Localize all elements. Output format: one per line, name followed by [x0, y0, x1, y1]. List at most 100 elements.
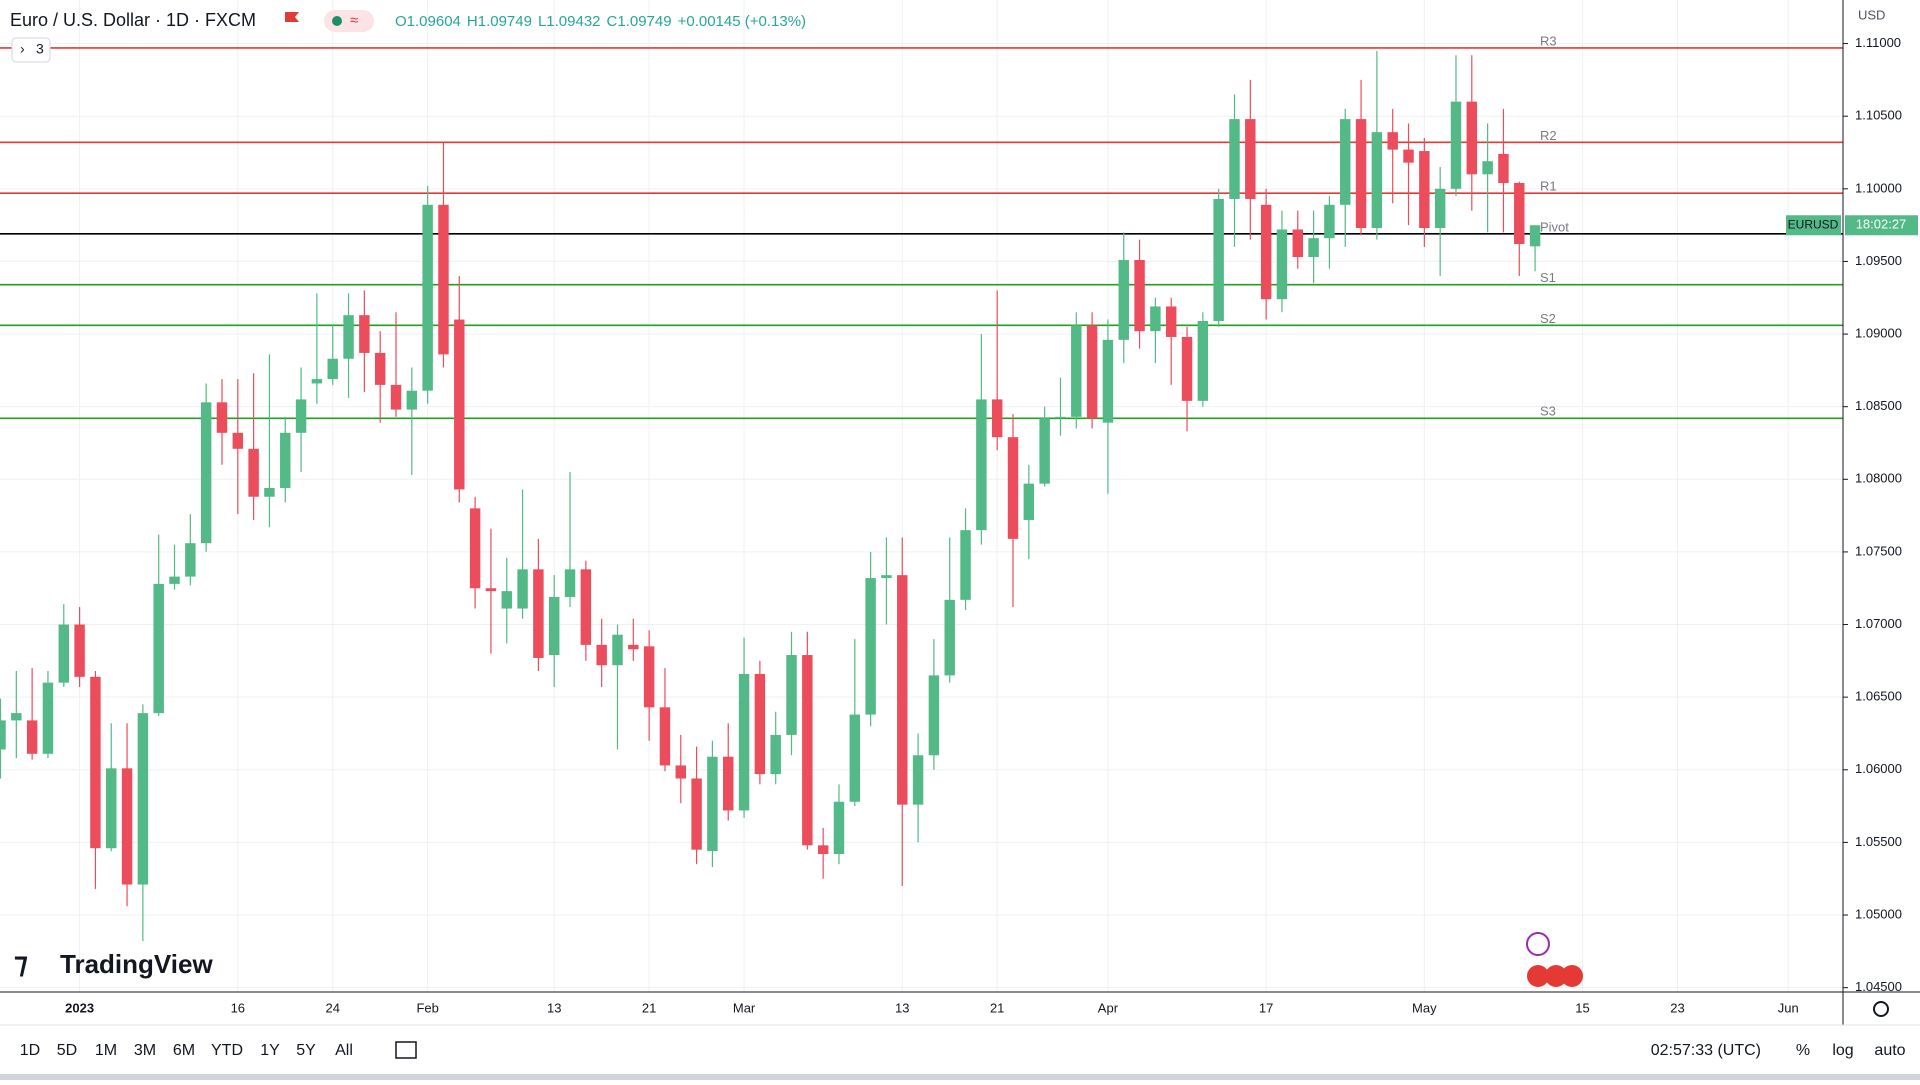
scale-option[interactable]: auto	[1874, 1042, 1905, 1059]
candle-body	[200, 402, 212, 544]
toggle[interactable]	[324, 10, 374, 32]
candle-body	[438, 204, 449, 355]
candle-body	[1450, 101, 1462, 189]
candle-body	[1324, 204, 1335, 239]
scale-option[interactable]: log	[1832, 1042, 1853, 1059]
candle-body	[1102, 339, 1114, 423]
candle-body	[659, 707, 671, 766]
candle-body	[106, 768, 117, 849]
candle-body	[1181, 336, 1193, 401]
candle-body	[1355, 119, 1367, 229]
candle-body	[976, 399, 987, 531]
x-tick-label: 2023	[65, 1000, 94, 1015]
range-button[interactable]: 1M	[95, 1042, 117, 1059]
event-icon[interactable]	[1527, 965, 1549, 987]
candle-body	[596, 644, 607, 666]
bottom-strip	[0, 1074, 1920, 1080]
candle-body	[311, 379, 323, 384]
pivot-label: Pivot	[1540, 219, 1569, 234]
candle-body	[1023, 483, 1035, 520]
candle-body	[1039, 418, 1050, 484]
candle-body	[216, 402, 228, 433]
event-icon[interactable]	[1545, 965, 1567, 987]
range-button[interactable]: YTD	[211, 1042, 243, 1059]
candle-body	[643, 646, 655, 708]
settings-icon[interactable]	[1873, 1001, 1889, 1017]
candle-body	[327, 358, 338, 380]
candle-body	[928, 675, 940, 756]
event-icon[interactable]	[1561, 965, 1583, 987]
event-icon[interactable]	[1526, 932, 1550, 956]
candle-body	[723, 756, 734, 811]
range-button[interactable]: 3M	[134, 1042, 156, 1059]
symbol-tag-box	[1786, 215, 1841, 236]
range-button[interactable]: 5D	[57, 1042, 77, 1059]
candle-body	[1150, 306, 1161, 332]
candle-body	[153, 583, 164, 714]
x-tick-label: 16	[231, 1000, 245, 1015]
currency[interactable]: USD	[1858, 7, 1885, 22]
candle-body	[185, 543, 196, 577]
candle-body	[897, 575, 908, 805]
y-tick-label: 1.06000	[1855, 761, 1902, 776]
candle-body	[121, 768, 133, 885]
candle-body	[770, 734, 781, 775]
candle-body	[1165, 306, 1177, 337]
candle-body	[90, 676, 101, 849]
candle-body	[580, 569, 592, 645]
pivot-label: R3	[1540, 33, 1557, 48]
candle-body	[817, 845, 829, 855]
symbol-tag: EURUSD	[1788, 217, 1839, 231]
candle-body	[469, 508, 481, 589]
candle-body	[675, 765, 686, 779]
clock[interactable]: 02:57:33 (UTC)	[1651, 1042, 1761, 1059]
x-tick-label: 24	[325, 1000, 339, 1015]
candle-body	[1260, 204, 1272, 300]
candle-body	[1118, 259, 1129, 340]
range-button[interactable]: 5Y	[296, 1042, 316, 1059]
range-button[interactable]: All	[335, 1042, 353, 1059]
candle-body	[264, 488, 275, 497]
range-button[interactable]: 6M	[173, 1042, 195, 1059]
scale-option[interactable]: %	[1796, 1042, 1810, 1059]
grid	[0, 0, 1843, 992]
range-button[interactable]: 1Y	[260, 1042, 280, 1059]
candle-body	[738, 673, 750, 811]
ohlc-legend: O1.09604 H1.09749 L1.09432 C1.09749 +0.00145…	[395, 13, 806, 30]
ohlc-value: H1.09749	[467, 13, 532, 30]
candle-body	[564, 569, 576, 597]
candle-body	[786, 655, 797, 735]
toggle-dot	[332, 16, 342, 26]
pivot-label: R2	[1540, 128, 1557, 143]
candle-body	[1245, 119, 1256, 199]
candle-body	[1007, 437, 1019, 539]
candle-body	[169, 576, 180, 584]
x-tick-label: May	[1412, 1000, 1437, 1015]
candle-body	[612, 634, 623, 666]
candle-body	[1086, 325, 1098, 419]
candle-body	[1498, 153, 1509, 184]
candle-body	[1055, 416, 1066, 419]
flag-icon[interactable]	[285, 12, 299, 22]
candle-body	[137, 713, 149, 885]
symbol-title[interactable]: Euro / U.S. Dollar · 1D · FXCM	[10, 10, 256, 30]
logo-mark: ⁊	[14, 947, 28, 978]
candle-body	[533, 569, 544, 658]
ohlc-value: C1.09749	[607, 13, 672, 30]
range-button[interactable]: 1D	[20, 1042, 40, 1059]
candle-body	[0, 720, 6, 750]
candle-body	[390, 384, 402, 410]
pivot-label: S3	[1540, 404, 1556, 419]
candle-body	[248, 448, 259, 497]
candle-body	[833, 801, 845, 855]
candle-body	[1213, 198, 1224, 321]
countdown: 18:02:27	[1856, 217, 1907, 232]
y-tick-label: 1.10000	[1855, 180, 1902, 195]
candle-body	[944, 599, 955, 676]
candle-body	[517, 569, 528, 609]
date-range-icon[interactable]	[395, 1041, 417, 1059]
y-tick-label: 1.11000	[1855, 35, 1901, 50]
indicator-toggle[interactable]	[11, 37, 51, 63]
toggle-icon: ≈	[350, 12, 358, 29]
